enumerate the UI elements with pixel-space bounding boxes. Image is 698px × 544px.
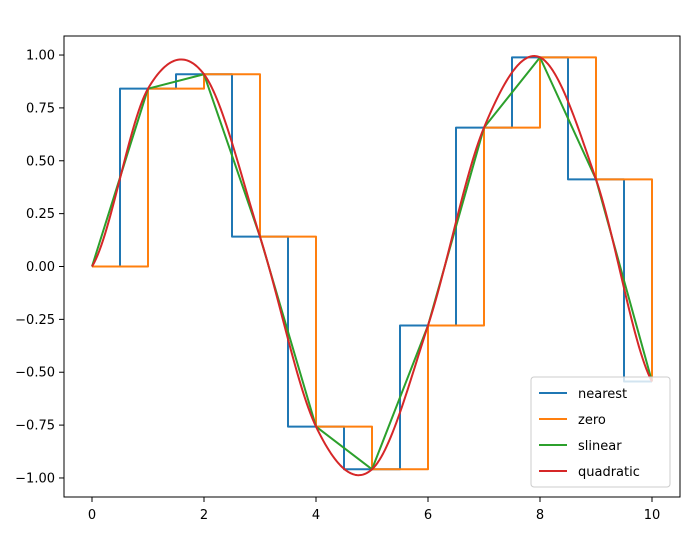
y-tick-label: 0.75 bbox=[26, 101, 55, 116]
x-tick-label: 2 bbox=[200, 508, 208, 523]
y-tick-label: 0.25 bbox=[26, 207, 55, 222]
plot-lines bbox=[91, 55, 653, 477]
y-tick-label: −0.50 bbox=[15, 366, 55, 381]
y-tick-label: −1.00 bbox=[15, 471, 55, 486]
x-tick-label: 8 bbox=[536, 508, 544, 523]
x-axis: 0 2 4 6 8 10 bbox=[88, 497, 660, 523]
legend: nearest zero slinear quadratic bbox=[530, 376, 671, 488]
y-axis: −1.00 −0.75 −0.50 −0.25 0.00 0.25 0.50 0.75 1.00 bbox=[15, 49, 64, 486]
legend-label-slinear: slinear bbox=[578, 439, 622, 454]
x-tick-label: 4 bbox=[312, 508, 320, 523]
y-tick-label: 0.00 bbox=[26, 260, 55, 275]
legend-label-nearest: nearest bbox=[578, 387, 627, 402]
x-tick-label: 6 bbox=[424, 508, 432, 523]
y-tick-label: −0.25 bbox=[15, 313, 55, 328]
y-tick-label: 0.50 bbox=[26, 154, 55, 169]
series-line-quadratic bbox=[91, 55, 653, 477]
x-tick-label: 10 bbox=[644, 508, 661, 523]
legend-box bbox=[530, 376, 671, 488]
legend-label-zero: zero bbox=[578, 413, 606, 428]
x-tick-label: 0 bbox=[88, 508, 96, 523]
legend-label-quadratic: quadratic bbox=[578, 465, 640, 480]
y-tick-label: −0.75 bbox=[15, 419, 55, 434]
y-tick-label: 1.00 bbox=[26, 49, 55, 64]
